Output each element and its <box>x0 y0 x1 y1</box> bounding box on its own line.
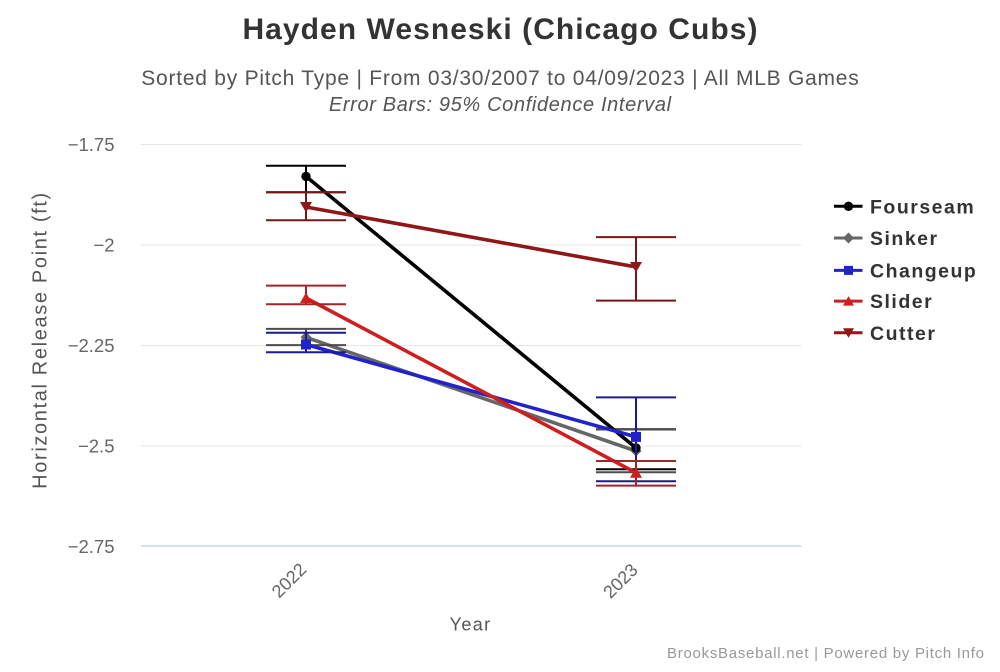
svg-text:Horizontal Release Point (ft): Horizontal Release Point (ft) <box>30 191 52 489</box>
svg-text:−2.75: −2.75 <box>68 536 115 557</box>
svg-text:−2.5: −2.5 <box>78 436 115 457</box>
svg-text:Cutter: Cutter <box>870 323 936 345</box>
svg-text:Sorted by Pitch Type | From 03: Sorted by Pitch Type | From 03/30/2007 t… <box>141 67 859 90</box>
svg-text:Slider: Slider <box>870 291 933 313</box>
svg-text:−2.25: −2.25 <box>68 335 115 356</box>
svg-text:Year: Year <box>450 615 492 635</box>
svg-text:Changeup: Changeup <box>870 261 977 283</box>
svg-text:Fourseam: Fourseam <box>870 196 975 218</box>
svg-text:BrooksBaseball.net | Powered b: BrooksBaseball.net | Powered by Pitch In… <box>667 645 985 662</box>
svg-text:Sinker: Sinker <box>870 228 939 250</box>
svg-text:Error Bars: 95% Confidence Int: Error Bars: 95% Confidence Interval <box>329 94 672 116</box>
svg-text:Hayden Wesneski (Chicago Cubs): Hayden Wesneski (Chicago Cubs) <box>242 13 758 46</box>
svg-text:−1.75: −1.75 <box>68 134 115 155</box>
svg-text:−2: −2 <box>93 235 114 256</box>
